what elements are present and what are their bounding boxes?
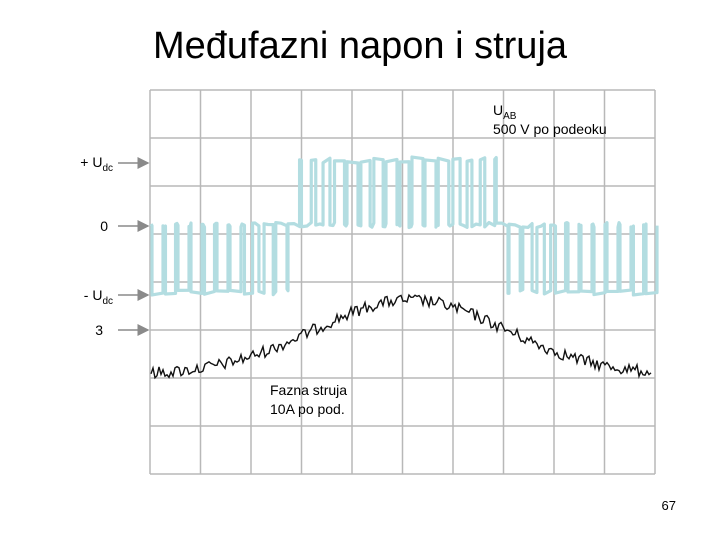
marker-text: + U xyxy=(80,154,102,170)
title: Međufazni napon i struja xyxy=(153,25,568,67)
marker-label: - Udc xyxy=(84,287,113,307)
voltage-symbol: U xyxy=(493,102,503,118)
marker-subscript: dc xyxy=(102,296,113,307)
scope-grid xyxy=(149,89,656,475)
marker-text: - U xyxy=(84,287,103,303)
voltage-label: UAB xyxy=(493,102,517,122)
voltage-subscript: AB xyxy=(503,111,517,122)
voltage-trace xyxy=(149,155,659,297)
current-label: Fazna struja xyxy=(270,382,347,398)
current-label: 10A po pod. xyxy=(270,401,345,417)
traces xyxy=(149,155,659,380)
marker-label: 0 xyxy=(100,218,108,234)
marker-subscript: dc xyxy=(102,163,113,174)
marker-label: 3 xyxy=(95,322,103,338)
marker-label: + Udc xyxy=(80,154,113,174)
current-trace xyxy=(150,293,652,380)
page-number: 67 xyxy=(662,498,676,513)
voltage-scale: 500 V po podeoku xyxy=(493,121,607,137)
